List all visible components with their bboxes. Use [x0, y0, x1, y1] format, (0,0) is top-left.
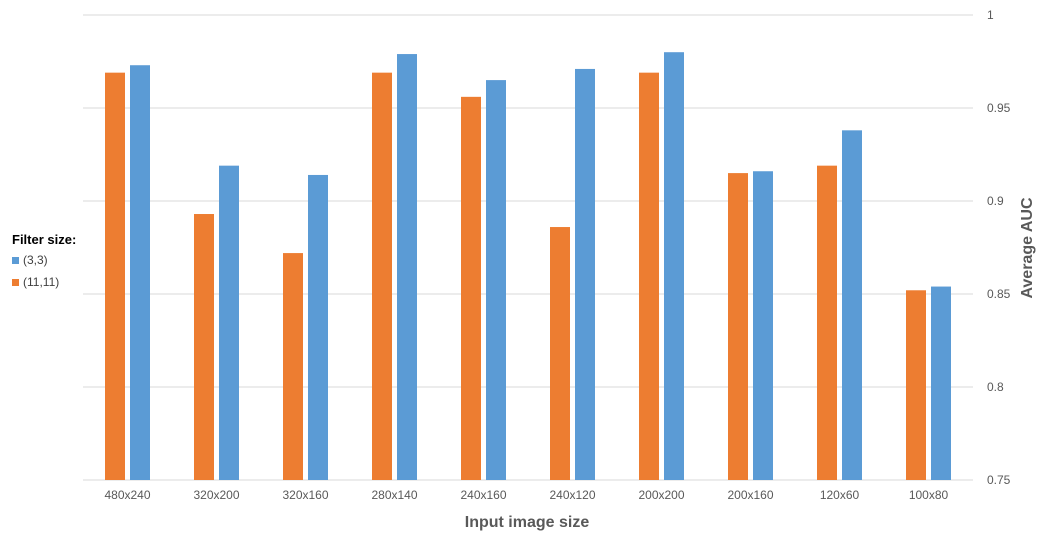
x-tick-label: 240x120	[549, 488, 595, 502]
x-tick-label: 100x80	[909, 488, 949, 502]
bar-3x3-480x240	[130, 65, 150, 480]
legend: Filter size: (3,3) (11,11)	[12, 232, 76, 297]
x-tick-label: 200x200	[638, 488, 684, 502]
y-tick-label: 0.95	[987, 101, 1011, 115]
bar-3x3-200x200	[664, 52, 684, 480]
grid-lines	[83, 14, 973, 481]
x-tick-label: 200x160	[727, 488, 773, 502]
x-tick-label: 320x200	[193, 488, 239, 502]
legend-label-3x3: (3,3)	[23, 253, 48, 267]
bars	[105, 52, 951, 481]
legend-swatch-11x11	[12, 278, 19, 286]
y-tick-label: 0.8	[987, 380, 1004, 394]
bar-11x11-200x200	[639, 72, 659, 480]
x-axis-title: Input image size	[465, 514, 590, 531]
legend-item-11x11: (11,11)	[12, 275, 76, 289]
x-tick-label: 280x140	[371, 488, 417, 502]
bar-11x11-480x240	[105, 72, 125, 480]
bar-3x3-200x160	[753, 171, 773, 481]
legend-label-11x11: (11,11)	[23, 275, 60, 289]
y-tick-label: 0.85	[987, 287, 1011, 301]
bar-3x3-240x160	[486, 80, 506, 480]
bar-11x11-100x80	[906, 290, 926, 480]
bar-11x11-200x160	[728, 173, 748, 480]
bar-3x3-280x140	[397, 54, 417, 481]
bar-11x11-240x120	[550, 227, 570, 480]
bar-11x11-240x160	[461, 96, 481, 480]
y-axis-title: Average AUC	[1019, 197, 1036, 299]
bar-11x11-120x60	[817, 165, 837, 480]
x-tick-label: 120x60	[820, 488, 860, 502]
bar-11x11-320x160	[283, 253, 303, 480]
x-axis-ticks: 480x240 320x200 320x160 280x140 240x160 240x1…	[104, 488, 948, 502]
legend-swatch-3x3	[12, 256, 19, 264]
bar-3x3-100x80	[931, 286, 951, 480]
bar-3x3-120x60	[842, 130, 862, 480]
bar-11x11-280x140	[372, 72, 392, 480]
x-tick-label: 320x160	[282, 488, 328, 502]
bar-3x3-240x120	[575, 68, 595, 480]
y-axis-ticks: 0.75 0.8 0.85 0.9 0.95 1	[987, 8, 1011, 487]
y-tick-label: 0.75	[987, 473, 1011, 487]
y-tick-label: 1	[987, 8, 994, 22]
bar-3x3-320x160	[308, 174, 328, 480]
bar-11x11-320x200	[194, 214, 214, 480]
y-tick-label: 0.9	[987, 194, 1004, 208]
bar-3x3-320x200	[219, 165, 239, 480]
legend-title: Filter size:	[12, 232, 77, 247]
x-tick-label: 240x160	[460, 488, 506, 502]
legend-item-3x3: (3,3)	[12, 253, 76, 267]
x-tick-label: 480x240	[104, 488, 150, 502]
